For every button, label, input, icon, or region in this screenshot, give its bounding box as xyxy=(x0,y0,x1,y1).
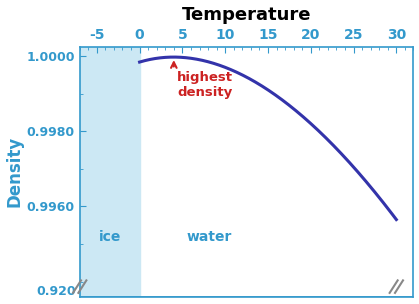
Bar xyxy=(80,47,140,297)
Text: 0.920: 0.920 xyxy=(37,285,76,298)
Title: Temperature: Temperature xyxy=(182,5,311,23)
Y-axis label: Density: Density xyxy=(5,136,23,207)
Text: highest
density: highest density xyxy=(177,71,233,99)
Text: ice: ice xyxy=(98,230,121,244)
Text: water: water xyxy=(187,230,232,244)
